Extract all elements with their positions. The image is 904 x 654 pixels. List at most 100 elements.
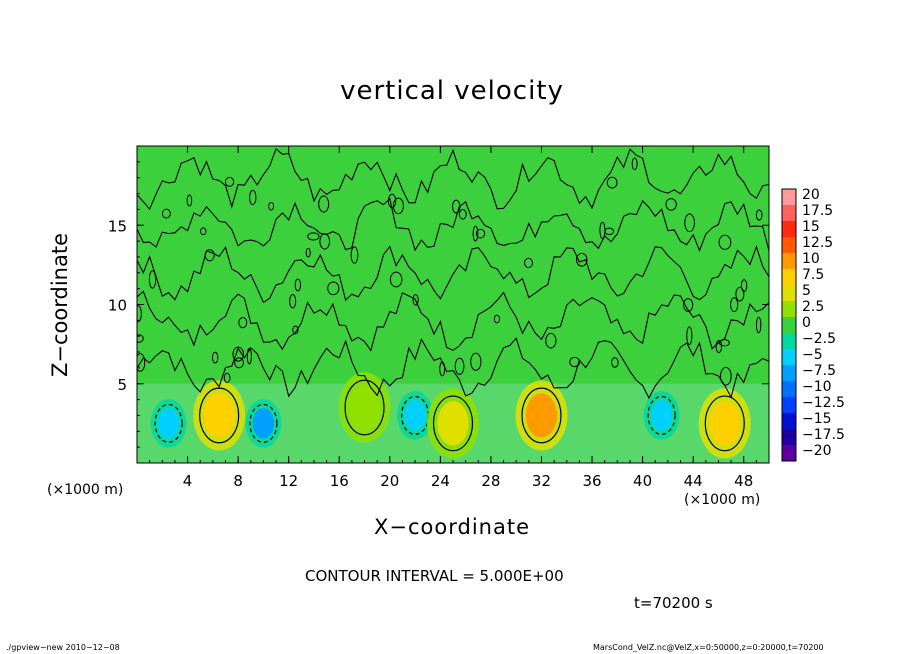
x-tick-label: 32 (532, 472, 551, 490)
y-tick-label: 10 (108, 297, 127, 315)
y-tick-label: 15 (108, 217, 127, 235)
feature-cell (338, 372, 391, 443)
colorbar-label: −20 (802, 443, 832, 459)
small-contour (665, 198, 677, 211)
zero-contour-line (137, 147, 769, 211)
colorbar-label: 17.5 (802, 203, 833, 219)
small-contour (475, 228, 486, 239)
small-contour (223, 372, 231, 384)
small-contour (211, 351, 219, 364)
small-contour (319, 233, 331, 250)
y-axis: 5 10 15 (108, 145, 769, 464)
zero-contour-line (137, 337, 769, 400)
feature-cell (397, 391, 434, 440)
small-contour (246, 347, 252, 365)
x-axis-label: X−coordinate (374, 515, 530, 539)
y-tick-label: 5 (117, 376, 127, 394)
colorbar-swatch (782, 221, 796, 238)
small-contour (224, 176, 235, 187)
feature-cell (515, 380, 568, 451)
colorbar-label: −17.5 (802, 427, 845, 443)
x-tick-label: 48 (734, 472, 753, 490)
small-contour (148, 270, 157, 289)
small-contour (234, 357, 244, 369)
feature-cell (193, 380, 246, 451)
colorbar-label: −5 (802, 347, 823, 363)
x-tick-label: 4 (183, 472, 193, 490)
small-contour (740, 279, 748, 292)
contour-interval-label: CONTOUR INTERVAL = 5.000E+00 (305, 567, 564, 585)
small-contour (204, 249, 215, 262)
small-contour (683, 298, 694, 312)
colorbar-label: 10 (802, 251, 820, 267)
x-tick-label: 40 (633, 472, 652, 490)
colorbar-swatch (782, 397, 796, 414)
small-contour (755, 316, 762, 334)
colorbar-swatch (782, 253, 796, 270)
small-contour (730, 297, 739, 313)
small-contour (611, 357, 619, 368)
time-label: t=70200 s (634, 594, 713, 612)
feature-contour (704, 395, 745, 452)
colorbar-label: −12.5 (802, 395, 845, 411)
colorbar-label: 20 (802, 187, 820, 203)
footer-program-date: ./gpview−new 2010−12−08 (6, 643, 120, 652)
small-contour (294, 278, 302, 292)
feature-core (348, 385, 381, 430)
feature-cell (150, 399, 187, 448)
feature-contour (249, 403, 278, 443)
x-tick-label: 24 (431, 472, 450, 490)
small-contour (249, 189, 257, 206)
small-contour (289, 293, 297, 309)
small-contour (268, 202, 275, 211)
small-contour (392, 197, 404, 215)
feature-cell (427, 388, 479, 459)
small-contour (454, 357, 465, 375)
x-tick-label: 44 (684, 472, 703, 490)
x-unit-right: (×1000 m) (684, 492, 761, 508)
small-contour (715, 339, 723, 354)
feature-contour (432, 395, 474, 452)
small-contour (232, 346, 245, 362)
small-contour (631, 157, 638, 171)
small-contour (238, 317, 248, 329)
small-contour (524, 257, 533, 269)
x-tick-label: 36 (582, 472, 601, 490)
colorbar-swatch (782, 189, 796, 206)
feature-core (157, 408, 180, 439)
x-tick-label: 16 (330, 472, 349, 490)
feature-core (252, 408, 275, 439)
colorbar-swatch (782, 205, 796, 222)
chart-title: vertical velocity (340, 76, 564, 106)
colorbar-swatch (782, 349, 796, 366)
colorbar-label: −15 (802, 411, 832, 427)
colorbar-label: −2.5 (802, 331, 836, 347)
zero-contour-line (137, 290, 769, 352)
colorbar-label: 2.5 (802, 299, 824, 315)
contour-features (150, 372, 751, 459)
small-contour (470, 352, 482, 371)
feature-contour (199, 387, 240, 444)
small-contour (575, 252, 588, 267)
small-contour (718, 339, 730, 347)
colorbar-swatch (782, 365, 796, 382)
colorbar-label: 0 (802, 315, 811, 331)
colorbar-label: −7.5 (802, 363, 836, 379)
feature-contour (521, 387, 562, 444)
x-unit-left: (×1000 m) (47, 482, 124, 498)
colorbar-label: −10 (802, 379, 832, 395)
colorbar-label: 12.5 (802, 235, 833, 251)
small-contour (599, 221, 606, 239)
small-contour (387, 193, 397, 209)
feature-core (404, 400, 426, 431)
feature-cell (698, 388, 751, 459)
colorbar-label: 7.5 (802, 267, 824, 283)
small-contour (735, 286, 745, 302)
colorbar-swatch (782, 301, 796, 318)
feature-core (203, 393, 235, 438)
colorbar-swatch (782, 381, 796, 398)
feature-contour (647, 395, 676, 435)
colorbar-swatch (782, 285, 796, 302)
feature-core (525, 393, 558, 438)
